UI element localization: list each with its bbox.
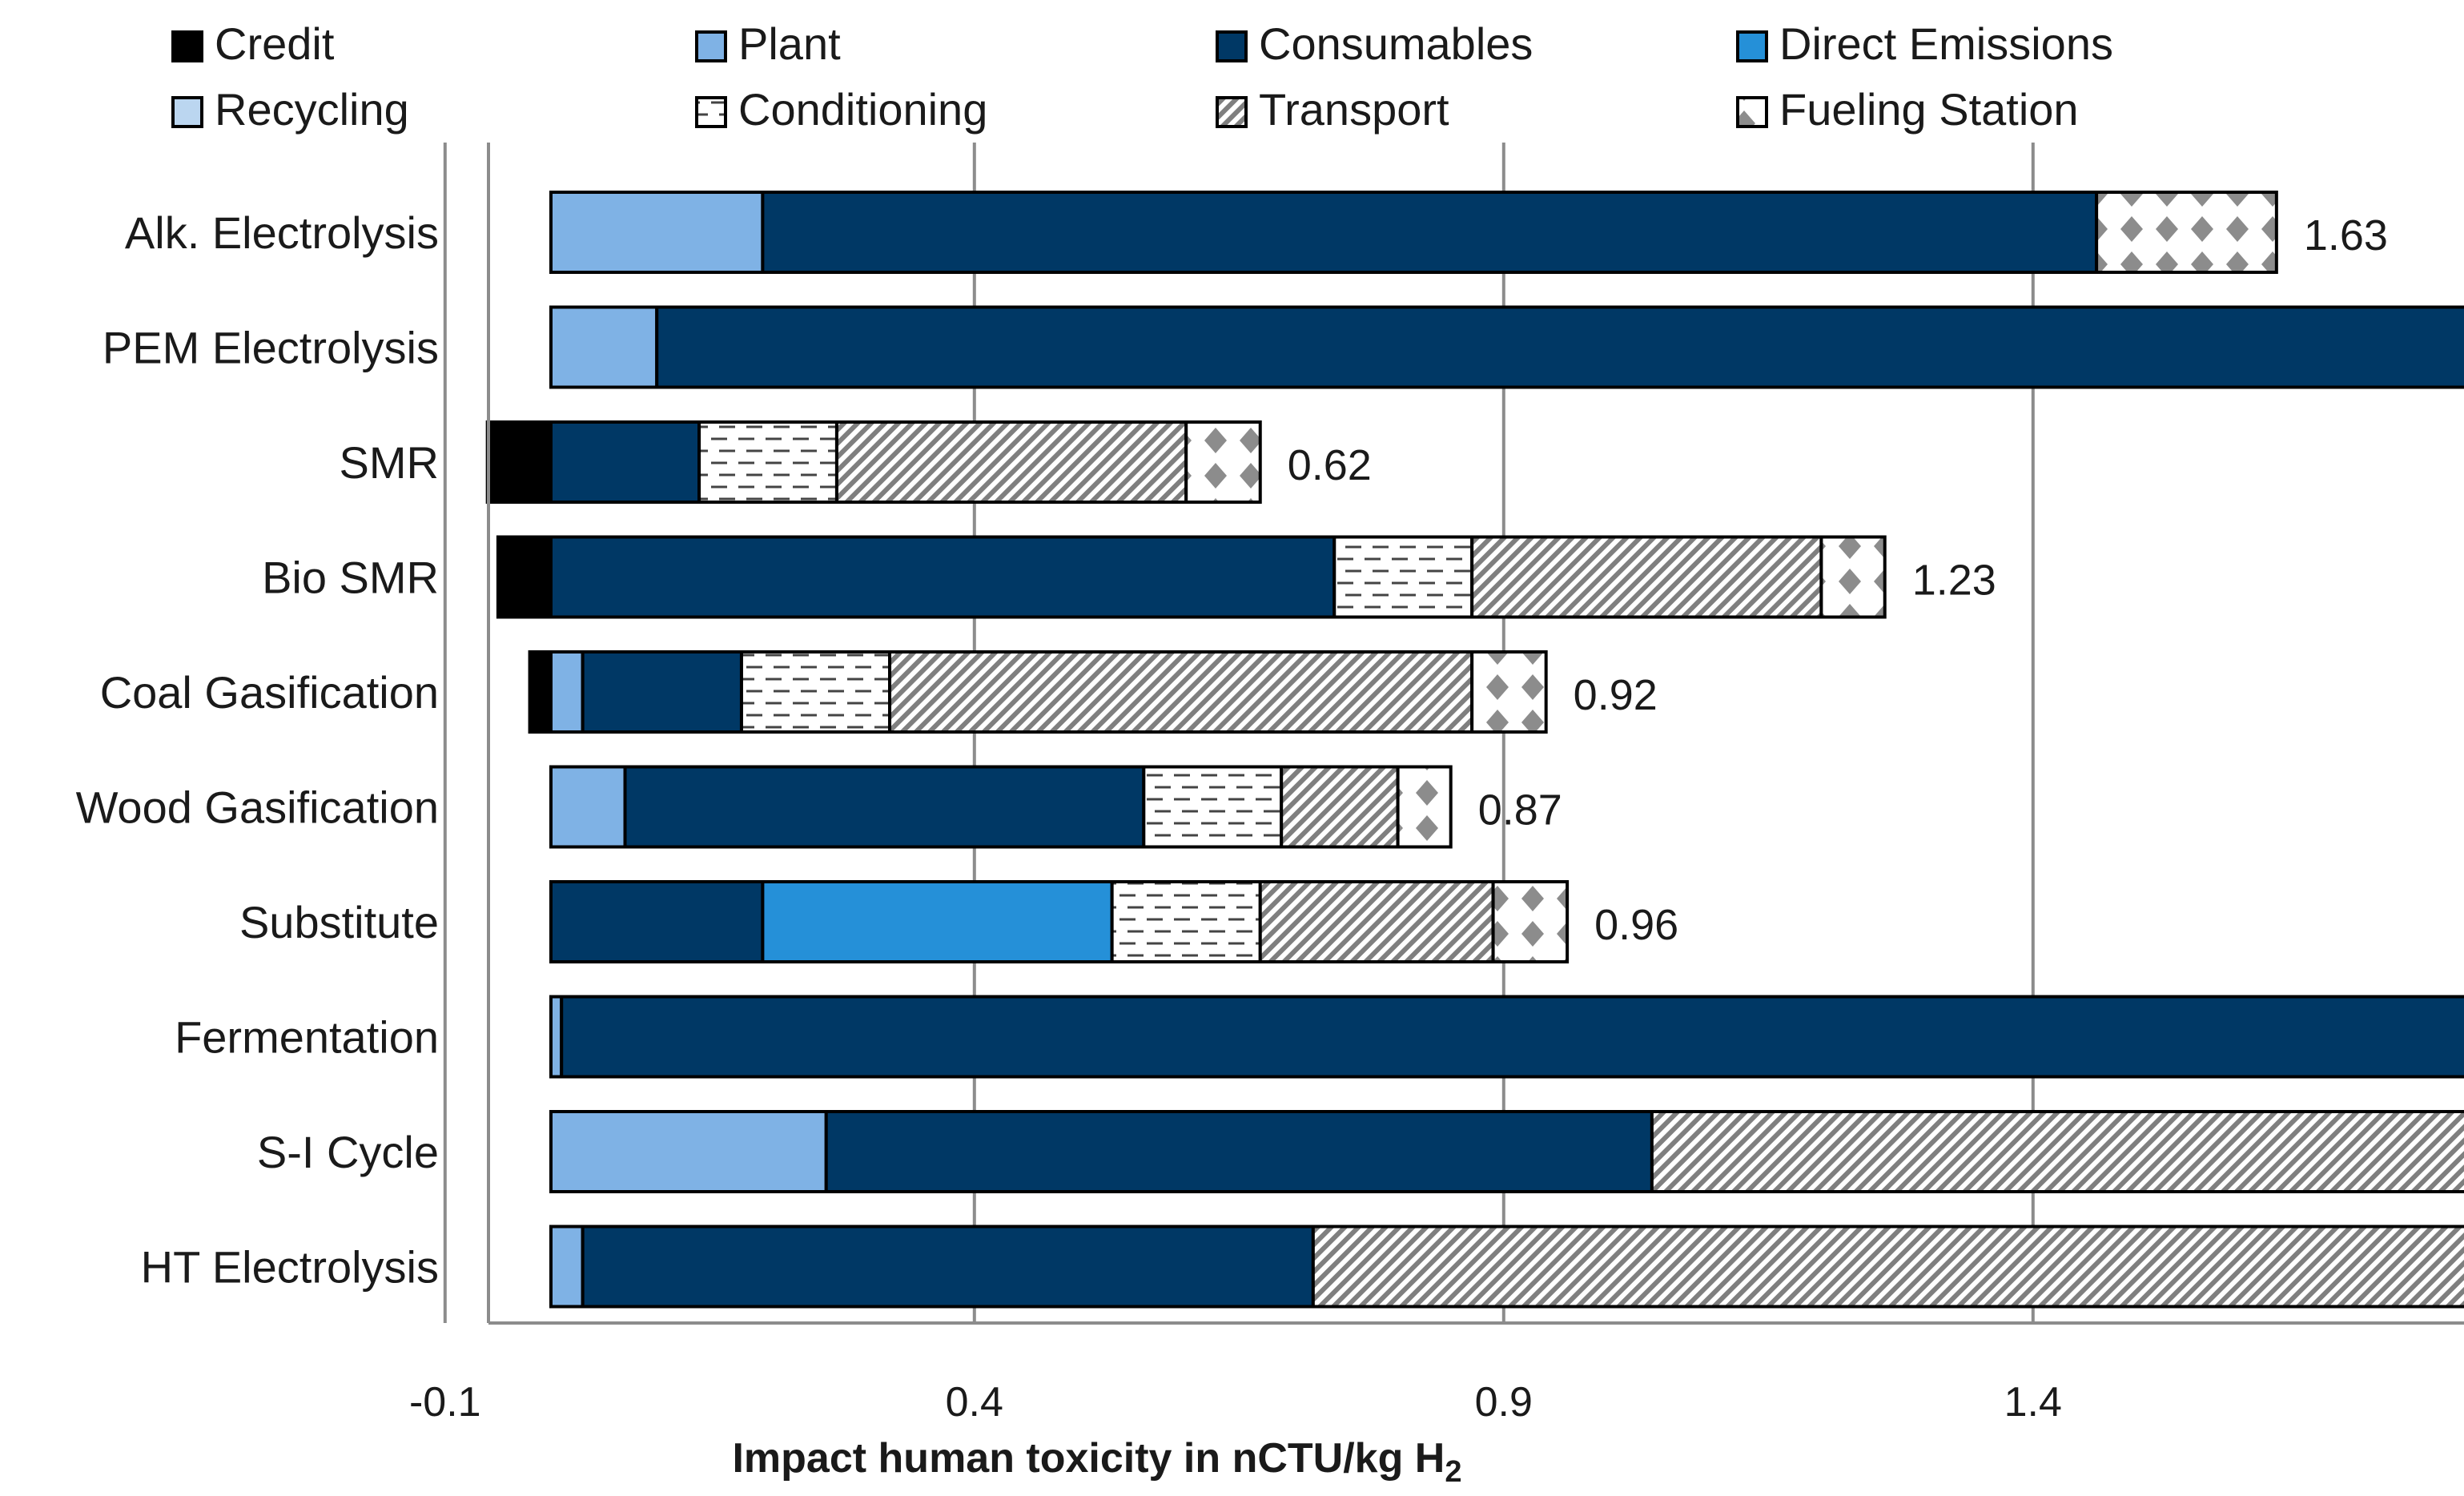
- legend-item-fueling-station: Fueling Station: [1736, 84, 2079, 135]
- legend-swatch: [1216, 96, 1248, 128]
- data-label-total: 0.96: [1594, 901, 1678, 949]
- bars: [485, 191, 2464, 1309]
- bar-row-coal-gasification: [528, 650, 1548, 734]
- x-tick-label: 0.4: [946, 1379, 1003, 1426]
- category-label: Wood Gasification: [76, 782, 439, 833]
- x-tick-label: -0.1: [409, 1379, 481, 1426]
- category-label: Substitute: [239, 897, 439, 947]
- category-label: PEM Electrolysis: [102, 323, 439, 373]
- labels: -0.10.40.91.41.92.45.5Alk. Electrolysis1…: [76, 207, 2388, 1426]
- bar-segment-consumables: [581, 650, 743, 734]
- legend-label: Transport: [1259, 84, 1449, 135]
- legend-item-credit: Credit: [171, 18, 335, 69]
- bar-row-alk-electrolysis: [549, 191, 2278, 274]
- bar-segment-transport: [1258, 880, 1495, 963]
- bar-segment-transport: [888, 650, 1474, 734]
- data-label-total: 0.62: [1288, 441, 1372, 489]
- bar-segment-plant: [549, 1110, 828, 1193]
- bar-segment-consumables: [655, 305, 2464, 389]
- bar-row-wood-gasification: [549, 765, 1453, 849]
- category-label: Bio SMR: [262, 553, 439, 603]
- bar-segment-plant: [549, 650, 585, 734]
- bar-segment-plant: [549, 765, 627, 849]
- bar-segment-credit: [485, 420, 553, 504]
- category-label: SMR: [340, 437, 439, 488]
- bar-row-smr: [485, 420, 1262, 504]
- legend-label: Credit: [215, 18, 335, 69]
- bar-row-pem-electrolysis: [549, 305, 2464, 389]
- legend-item-consumables: Consumables: [1216, 18, 1533, 69]
- bar-segment-conditioning: [1142, 765, 1284, 849]
- bar-segment-transport: [1650, 1110, 2464, 1193]
- data-label-total: 0.92: [1574, 671, 1658, 719]
- legend-item-recycling: Recycling: [171, 84, 409, 135]
- bar-segment-credit: [496, 535, 553, 619]
- axes: [487, 143, 2464, 1325]
- legend-swatch: [1736, 96, 1768, 128]
- legend-swatch: [695, 96, 727, 128]
- bar-segment-fueling-station: [1184, 420, 1262, 504]
- bar-row-substitute: [549, 880, 1570, 963]
- category-label: HT Electrolysis: [141, 1242, 439, 1293]
- legend-swatch: [1736, 30, 1768, 62]
- x-tick-label: 1.4: [2004, 1379, 2062, 1426]
- bar-segment-conditioning: [739, 650, 892, 734]
- category-label: Fermentation: [175, 1012, 439, 1063]
- bar-segment-transport: [1311, 1225, 2464, 1309]
- bar-segment-consumables: [623, 765, 1146, 849]
- bar-segment-transport: [834, 420, 1188, 504]
- bar-segment-consumables: [581, 1225, 1315, 1309]
- legend-item-plant: Plant: [695, 18, 841, 69]
- data-label-total: 1.63: [2304, 211, 2388, 259]
- legend-label: Fueling Station: [1779, 84, 2079, 135]
- legend-label: Direct Emissions: [1779, 18, 2113, 69]
- bar-segment-conditioning: [697, 420, 838, 504]
- bar-segment-consumables: [549, 420, 701, 504]
- bar-segment-consumables: [549, 535, 1337, 619]
- bar-segment-fueling-station: [1470, 650, 1548, 734]
- legend: Credit Plant Consumables Direct Emissions Re…: [171, 18, 2113, 135]
- bar-segment-consumables: [761, 191, 2099, 274]
- bar-segment-plant: [549, 305, 659, 389]
- category-label: S-I Cycle: [257, 1127, 439, 1177]
- bar-segment-transport: [1470, 535, 1823, 619]
- bar-segment-transport: [1280, 765, 1400, 849]
- data-label-total: 0.87: [1478, 786, 1562, 834]
- legend-item-conditioning: Conditioning: [695, 84, 987, 135]
- bar-row-s-i-cycle: [549, 1110, 2464, 1193]
- legend-swatch: [171, 30, 203, 62]
- bar-segment-conditioning: [1332, 535, 1474, 619]
- x-tick-label: 0.9: [1475, 1379, 1533, 1426]
- category-label: Coal Gasification: [100, 667, 439, 718]
- bar-row-ht-electrolysis: [549, 1225, 2464, 1309]
- legend-label: Recycling: [215, 84, 409, 135]
- legend-label: Conditioning: [738, 84, 987, 135]
- legend-swatch: [695, 30, 727, 62]
- bar-segment-consumables: [824, 1110, 1654, 1193]
- legend-item-transport: Transport: [1216, 84, 1449, 135]
- bar-segment-credit: [528, 650, 553, 734]
- bar-segment-consumables: [560, 995, 2464, 1079]
- category-label: Alk. Electrolysis: [125, 207, 439, 258]
- x-axis-title: Impact human toxicity in nCTU/kg H2: [732, 1435, 1461, 1489]
- bar-segment-direct-emissions: [761, 880, 1114, 963]
- bar-segment-fueling-station: [1491, 880, 1570, 963]
- legend-label: Plant: [738, 18, 841, 69]
- bar-segment-plant: [549, 1225, 585, 1309]
- bar-segment-conditioning: [1110, 880, 1262, 963]
- bar-segment-plant: [549, 191, 765, 274]
- bar-segment-consumables: [549, 880, 765, 963]
- bar-row-bio-smr: [496, 535, 1887, 619]
- bar-row-fermentation: [549, 995, 2464, 1079]
- legend-swatch: [1216, 30, 1248, 62]
- legend-swatch: [171, 96, 203, 128]
- data-label-total: 1.23: [1912, 557, 1996, 605]
- legend-item-direct-emissions: Direct Emissions: [1736, 18, 2113, 69]
- bar-segment-fueling-station: [1396, 765, 1453, 849]
- legend-label: Consumables: [1259, 18, 1533, 69]
- bar-segment-fueling-station: [2095, 191, 2278, 274]
- bar-segment-fueling-station: [1819, 535, 1887, 619]
